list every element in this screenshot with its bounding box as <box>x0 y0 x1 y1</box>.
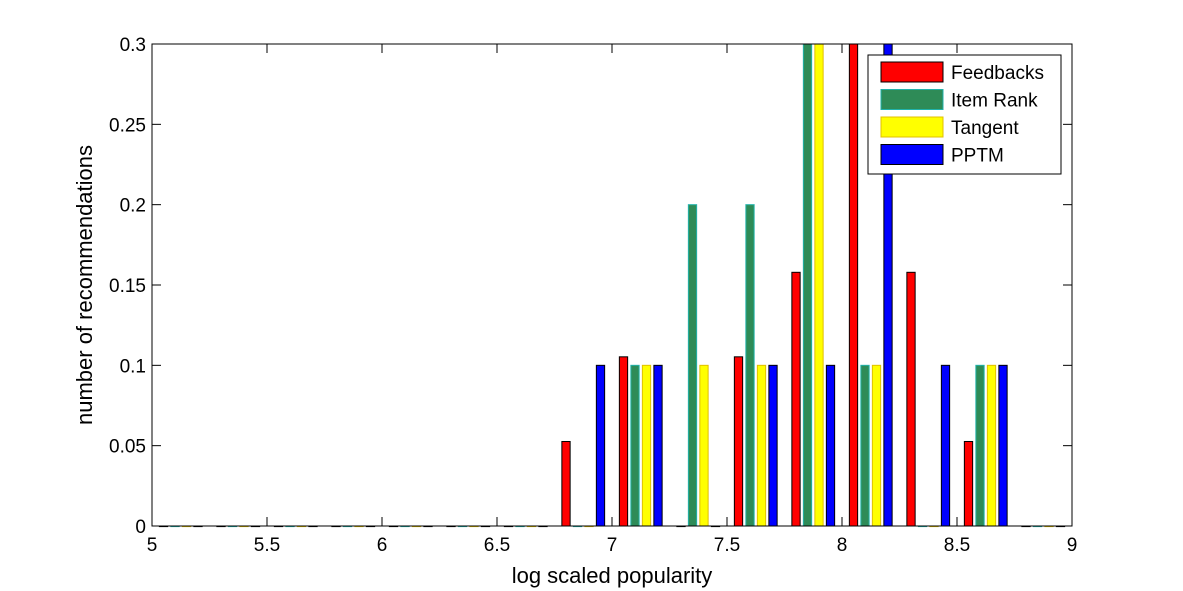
legend-label: Feedbacks <box>951 63 1044 84</box>
bar-item-rank-10 <box>745 204 755 527</box>
bar-item-rank-12 <box>860 364 870 527</box>
y-tick-label: 0.3 <box>120 35 146 56</box>
x-tick-label: 7.5 <box>714 535 740 556</box>
x-tick-label: 6.5 <box>484 535 510 556</box>
y-tick-label: 0.2 <box>120 196 146 217</box>
bar-feedbacks-12 <box>848 43 859 527</box>
bar-tangent-11 <box>814 43 824 527</box>
legend-label: Tangent <box>951 118 1019 139</box>
legend: Feedbacks Item Rank Tangent PPTM <box>867 54 1062 175</box>
bar-pptm-10 <box>768 364 778 527</box>
bar-feedbacks-14 <box>963 440 974 527</box>
x-tick-label: 8.5 <box>944 535 970 556</box>
bar-feedbacks-8 <box>618 356 629 527</box>
bar-feedbacks-10 <box>733 356 744 527</box>
bar-pptm-7 <box>595 364 606 527</box>
y-axis-label: number of recommendations <box>72 145 97 425</box>
x-tick-label: 7 <box>607 535 618 556</box>
legend-label: Item Rank <box>951 91 1038 112</box>
x-tick-label: 6 <box>377 535 388 556</box>
legend-swatch-tangent <box>880 116 944 138</box>
bar-pptm-8 <box>653 364 663 527</box>
bar-pptm-13 <box>940 364 951 527</box>
bar-feedbacks-13 <box>906 271 916 527</box>
x-tick-label: 5.5 <box>254 535 280 556</box>
bar-item-rank-8 <box>630 364 640 527</box>
legend-swatch-feedbacks <box>880 61 944 83</box>
bar-tangent-14 <box>986 364 997 527</box>
y-tick-label: 0.1 <box>120 356 146 377</box>
ticks-layer: 5 5.5 6 6.5 7 7.5 8 8.5 9 0 0.05 0.1 0.15 0.2 0.25 0.3 <box>109 35 1077 556</box>
bar-tangent-8 <box>641 364 652 527</box>
legend-label: PPTM <box>951 146 1004 167</box>
bar-item-rank-11 <box>802 43 813 527</box>
x-tick-label: 8 <box>837 535 848 556</box>
bar-feedbacks-11 <box>791 271 801 527</box>
bars-layer <box>158 43 1066 528</box>
x-axis-label: log scaled popularity <box>512 563 713 588</box>
bar-pptm-14 <box>998 364 1008 527</box>
x-tick-label: 5 <box>147 535 158 556</box>
y-tick-label: 0 <box>135 517 146 538</box>
bar-tangent-9 <box>699 364 709 527</box>
y-tick-label: 0.25 <box>109 115 146 136</box>
legend-swatch-item-rank <box>880 89 944 110</box>
bar-feedbacks-7 <box>561 440 571 527</box>
bar-tangent-10 <box>756 364 767 527</box>
x-tick-label: 9 <box>1067 535 1078 556</box>
legend-swatch-pptm <box>880 144 944 165</box>
bar-item-rank-9 <box>687 204 698 527</box>
bar-pptm-11 <box>825 364 836 527</box>
y-tick-label: 0.15 <box>109 276 146 297</box>
y-tick-label: 0.05 <box>109 437 146 458</box>
bar-item-rank-14 <box>975 364 985 527</box>
bar-tangent-12 <box>871 364 882 527</box>
